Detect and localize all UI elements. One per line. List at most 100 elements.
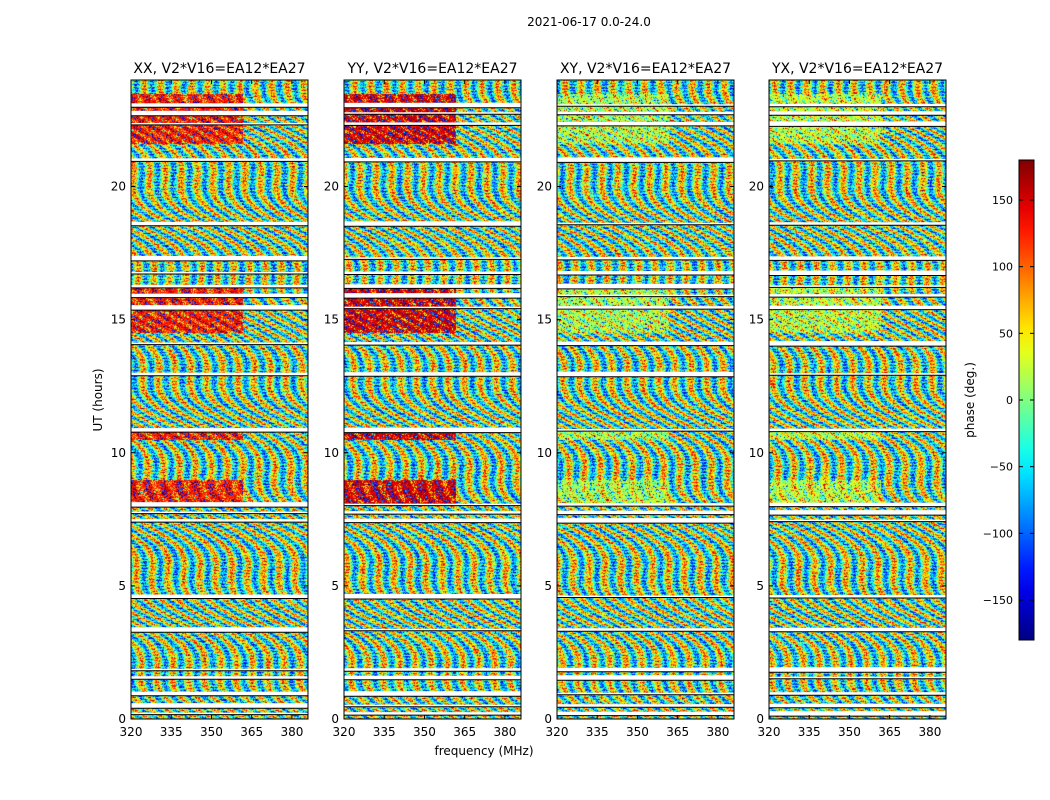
flagged-row (131, 284, 308, 288)
flagged-row (131, 272, 308, 275)
flagged-row (344, 221, 521, 227)
flagged-row (769, 428, 946, 432)
flagged-row (769, 111, 946, 116)
flagged-row (344, 284, 521, 289)
colorbar-tick-label: 0 (1006, 394, 1013, 407)
axes-frame (556, 79, 735, 720)
panel-yy: YY, V2*V16=EA12*EA27 320 335 350 365 380 0 5 10 1… (324, 61, 522, 739)
x-tick-label: 350 (626, 725, 649, 739)
colorbar-tick-label: −150 (983, 594, 1013, 607)
flagged-row (557, 341, 734, 346)
flagged-row (769, 502, 946, 507)
y-tick-label: 20 (324, 180, 339, 194)
flagged-row (557, 222, 734, 225)
y-tick-label: 15 (324, 313, 339, 327)
panel-title: XY, V2*V16=EA12*EA27 (560, 61, 731, 77)
figure-suptitle: 2021-06-17 0.0-24.0 (527, 15, 651, 29)
flagged-row (769, 103, 946, 107)
y-tick-label: 20 (537, 180, 552, 194)
flagged-row (557, 510, 734, 515)
flagged-row (131, 691, 308, 696)
axes-frame (343, 79, 522, 720)
x-tick-label: 320 (333, 725, 356, 739)
flagged-row (344, 628, 521, 631)
flagged-row (557, 111, 734, 115)
panel-yx: YX, V2*V16=EA12*EA27 320 335 350 365 380 0 5 10 1… (749, 61, 947, 739)
flagged-row (769, 595, 946, 599)
flagged-row (769, 519, 946, 522)
panel-xy: XY, V2*V16=EA12*EA27 320 335 350 365 380 0 5 10 1… (537, 61, 735, 739)
panel-title: XX, V2*V16=EA12*EA27 (133, 61, 305, 77)
flagged-row (557, 675, 734, 681)
x-tick-label: 335 (160, 725, 183, 739)
flagged-row (557, 711, 734, 716)
flagged-row (557, 692, 734, 695)
panels-group: XX, V2*V16=EA12*EA27 320 335 350 365 380 0 5 10 1… (111, 61, 947, 739)
flagged-row (131, 712, 308, 715)
y-tick-label: 20 (111, 180, 126, 194)
flagged-row (131, 428, 308, 433)
flagged-row (557, 429, 734, 432)
flagged-row (344, 293, 521, 299)
flagged-row (769, 294, 946, 298)
flagged-row (131, 158, 308, 162)
flagged-row (131, 502, 308, 508)
flagged-row (131, 122, 308, 125)
flagged-row (344, 122, 521, 126)
flagged-row (131, 293, 308, 298)
flagged-row (344, 306, 521, 309)
x-tick-label: 365 (240, 725, 263, 739)
flagged-row (557, 628, 734, 632)
flagged-row (344, 271, 521, 275)
y-tick-label: 10 (749, 446, 764, 460)
flagged-row (769, 256, 946, 261)
x-tick-label: 365 (878, 725, 901, 739)
flagged-row (131, 703, 308, 709)
flagged-row (344, 427, 521, 433)
colorbar-tick-label: −100 (983, 527, 1013, 540)
flagged-row (344, 518, 521, 523)
y-tick-label: 10 (537, 446, 552, 460)
flagged-row (131, 103, 308, 108)
colorbar-tick-label: −50 (990, 461, 1013, 474)
flagged-row (557, 271, 734, 276)
flagged-row (131, 676, 308, 680)
y-tick-label: 10 (111, 446, 126, 460)
flagged-row (557, 518, 734, 524)
flagged-row (769, 711, 946, 717)
flagged-row (769, 341, 946, 347)
flagged-row (769, 667, 946, 673)
phase-heatmap (557, 80, 734, 719)
flagged-row (131, 372, 308, 376)
panel-xx: XX, V2*V16=EA12*EA27 320 335 350 365 380 0 5 10 1… (111, 61, 309, 739)
flagged-row (131, 110, 308, 116)
x-tick-label: 350 (838, 725, 861, 739)
flagged-row (344, 668, 521, 672)
flagged-row (769, 270, 946, 276)
y-axis-label: UT (hours) (91, 368, 105, 431)
flagged-row (769, 158, 946, 161)
flagged-row (344, 511, 521, 515)
flagged-row (344, 342, 521, 346)
y-tick-label: 10 (324, 446, 339, 460)
flagged-row (344, 594, 521, 600)
flagged-row (344, 503, 521, 506)
x-tick-label: 380 (918, 725, 941, 739)
phase-heatmap (769, 80, 946, 719)
flagged-row (557, 306, 734, 310)
flagged-row (557, 294, 734, 297)
x-tick-label: 350 (200, 725, 223, 739)
flagged-row (131, 668, 308, 671)
flagged-row (557, 704, 734, 708)
flagged-row (557, 503, 734, 507)
x-tick-label: 335 (798, 725, 821, 739)
x-tick-label: 320 (546, 725, 569, 739)
flagged-row (344, 675, 521, 680)
colorbar-tick-label: 50 (999, 327, 1013, 340)
flagged-row (557, 371, 734, 377)
flagged-row (557, 104, 734, 107)
y-tick-label: 15 (749, 313, 764, 327)
flagged-row (557, 121, 734, 126)
flagged-row (131, 519, 308, 523)
flagged-row (344, 704, 521, 707)
